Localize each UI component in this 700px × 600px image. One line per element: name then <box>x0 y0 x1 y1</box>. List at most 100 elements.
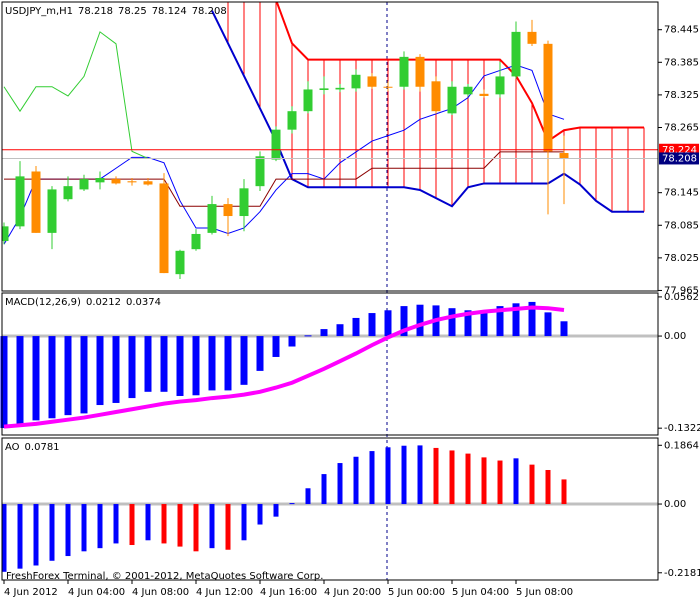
bar <box>273 504 279 517</box>
candle-body <box>511 31 521 77</box>
bar <box>481 457 487 505</box>
candle-body <box>399 56 409 87</box>
price-tag-label: 78.224 <box>662 145 697 156</box>
header-value: 78.218 <box>78 6 113 17</box>
header-value: 0.0374 <box>126 297 161 308</box>
bar <box>336 324 344 337</box>
indicator-line <box>3 31 149 159</box>
indicator-line <box>211 10 644 213</box>
bar <box>529 464 535 505</box>
bar <box>465 453 471 505</box>
bar <box>208 336 216 391</box>
candle-body <box>383 86 393 88</box>
panel-header: AO 0.0781 <box>5 442 60 453</box>
bar <box>225 504 231 550</box>
bar <box>384 310 392 337</box>
candle-body <box>415 56 425 87</box>
bar <box>448 308 456 337</box>
bar <box>497 460 503 505</box>
bar <box>112 336 120 403</box>
bar <box>513 458 519 505</box>
candle-body <box>271 129 281 160</box>
bar <box>177 504 183 547</box>
x-tick-label: 4 Jun 16:00 <box>260 587 317 598</box>
candle-body <box>367 76 377 87</box>
x-tick-label: 4 Jun 2012 <box>4 587 58 598</box>
bar <box>544 312 552 337</box>
candle-body <box>559 153 569 159</box>
bar <box>561 479 567 505</box>
bar <box>528 301 536 337</box>
x-tick-label: 5 Jun 08:00 <box>516 587 573 598</box>
bar <box>80 336 88 414</box>
bar <box>545 469 551 505</box>
bar <box>192 336 200 396</box>
candle-body <box>15 176 25 227</box>
header-value: 78.208 <box>192 6 227 17</box>
candle-body <box>351 74 361 89</box>
bar <box>145 504 151 541</box>
bar <box>464 310 472 337</box>
candle-body <box>303 89 313 112</box>
y-tick-label: 0.00 <box>664 331 686 342</box>
bar <box>368 313 376 337</box>
bar <box>96 336 104 406</box>
candle-body <box>207 204 217 233</box>
candle-body <box>127 181 137 183</box>
candle-body <box>335 87 345 90</box>
panel-header: MACD(12,26,9) 0.0212 0.0374 <box>5 297 161 308</box>
bar <box>33 504 39 566</box>
y-tick-label: 78.385 <box>664 57 699 68</box>
candle-body <box>287 111 297 130</box>
header-value: 78.124 <box>152 6 187 17</box>
bar <box>304 335 312 337</box>
header-value: 78.25 <box>118 6 147 17</box>
candle-body <box>543 43 553 152</box>
candle-body <box>191 233 201 250</box>
bar <box>209 504 215 549</box>
bar <box>305 488 311 505</box>
bar <box>224 336 232 391</box>
candle-body <box>95 178 105 183</box>
y-tick-label: -0.1322 <box>664 423 700 434</box>
panel-header: USDJPY_m,H1 78.218 78.25 78.124 78.208 <box>5 6 227 17</box>
y-tick-label: 78.025 <box>664 253 699 264</box>
bar <box>352 317 360 337</box>
candle-body <box>31 171 41 233</box>
bar <box>64 336 72 416</box>
candle-body <box>527 31 537 44</box>
bar <box>257 504 263 525</box>
bar <box>417 445 423 505</box>
bar <box>161 504 167 544</box>
candle-body <box>239 188 249 217</box>
y-tick-label: 78.265 <box>664 122 699 133</box>
candle-body <box>447 86 457 114</box>
y-tick-label: 0.0562 <box>664 292 699 303</box>
candle-body <box>255 156 265 187</box>
bar <box>49 504 55 561</box>
footer: FreshForex Terminal, © 2001-2012, MetaQu… <box>6 571 323 582</box>
candle-body <box>319 88 329 91</box>
bar <box>289 503 295 505</box>
y-tick-label: 78.085 <box>664 220 699 231</box>
x-tick-label: 4 Jun 12:00 <box>196 587 253 598</box>
header-value: 0.0781 <box>25 442 60 453</box>
candle-body <box>463 86 473 95</box>
candle-body <box>495 76 505 95</box>
y-tick-label: 78.325 <box>664 90 699 101</box>
bar <box>449 450 455 505</box>
candle-body <box>111 179 121 184</box>
candle-body <box>79 179 89 190</box>
panel-title: AO <box>5 442 20 453</box>
bar <box>32 336 40 421</box>
candle-body <box>63 186 73 200</box>
indicator-line <box>3 64 565 245</box>
bar <box>240 336 248 385</box>
x-tick-label: 5 Jun 04:00 <box>452 587 509 598</box>
bar <box>81 504 87 552</box>
indicator-line <box>3 305 565 429</box>
bar <box>321 474 327 505</box>
bar <box>512 303 520 337</box>
bar <box>176 336 184 396</box>
bar <box>97 504 103 549</box>
